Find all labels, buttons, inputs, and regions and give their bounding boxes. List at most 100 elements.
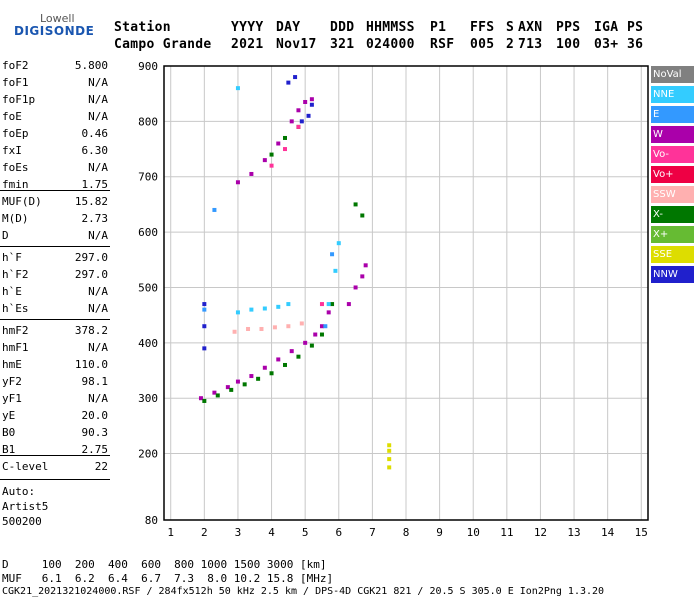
auto-line-1: Artist5 (2, 500, 49, 513)
y-tick-label: 900 (138, 60, 158, 73)
header-value-5: 005 (470, 37, 495, 52)
point-w (360, 274, 365, 279)
y-tick-label: 200 (138, 448, 158, 461)
y-tick-label: 80 (145, 514, 158, 527)
param-hmf1: hmF1 N/A (2, 341, 108, 354)
point-sse (387, 465, 392, 470)
x-tick-label: 8 (403, 526, 410, 539)
header-value-10: 36 (627, 37, 644, 52)
point-w (235, 379, 240, 384)
logo-lowell: Lowell (40, 12, 75, 25)
point-ssw (259, 326, 264, 331)
point-w (276, 357, 281, 362)
param-hme: hmE 110.0 (2, 358, 108, 371)
param-fof1: foF1 N/A (2, 76, 108, 89)
point-x (353, 202, 358, 207)
param-hmf2: hmF2 378.2 (2, 324, 108, 337)
header-label-5: P1 (430, 20, 447, 35)
x-tick-label: 12 (534, 526, 547, 539)
x-tick-label: 3 (235, 526, 242, 539)
point-nne (286, 302, 291, 307)
ionogram-chart: 1 2 3 4 5 6 7 8 9 10 11 12 13 14 158020030040050060070… (138, 60, 649, 539)
point-ssw (299, 321, 304, 326)
point-w (353, 285, 358, 290)
point-nnw (293, 75, 298, 80)
point-nne (235, 310, 240, 315)
header-value-9: 03+ (594, 37, 619, 52)
point-nne (276, 304, 281, 309)
point-ssw (272, 325, 277, 330)
legend-item-vo: Vo- (651, 146, 694, 163)
point-sse (387, 457, 392, 462)
legend-item-nne: NNE (651, 86, 694, 103)
point-e (202, 307, 207, 312)
logo-digisonde: DIGISONDE (14, 24, 95, 38)
point-nne (333, 268, 338, 273)
param-clevel: C-level 22 (2, 460, 108, 473)
y-tick-label: 300 (138, 392, 158, 405)
param-fxi: fxI 6.30 (2, 144, 108, 157)
param-md: M(D) 2.73 (2, 212, 108, 225)
point-w (249, 374, 254, 379)
x-tick-label: 4 (268, 526, 275, 539)
param-fof2: foF2 5.800 (2, 59, 108, 72)
divider (0, 190, 110, 191)
point-w (289, 349, 294, 354)
point-x (256, 376, 261, 381)
legend-item-e: E (651, 106, 694, 123)
param-foe: foE N/A (2, 110, 108, 123)
point-w (212, 390, 217, 395)
legend-item-vo: Vo+ (651, 166, 694, 183)
x-tick-label: 5 (302, 526, 309, 539)
point-nnw (202, 346, 207, 351)
header-label-8: AXN (518, 20, 543, 35)
point-nne (249, 307, 254, 312)
header-value-0: 2021 (231, 37, 264, 52)
x-tick-label: 7 (369, 526, 376, 539)
x-tick-label: 13 (567, 526, 580, 539)
point-nnw (202, 302, 207, 307)
point-ssw (286, 324, 291, 329)
y-tick-label: 700 (138, 171, 158, 184)
point-vo (319, 302, 324, 307)
x-tick-label: 9 (436, 526, 443, 539)
point-ssw (246, 326, 251, 331)
point-x (330, 302, 335, 307)
param-fof1p: foF1p N/A (2, 93, 108, 106)
legend-item-sse: SSE (651, 246, 694, 263)
point-vo (283, 147, 287, 152)
param-yf2: yF2 98.1 (2, 375, 108, 388)
point-w (309, 97, 314, 102)
param-hes: h`Es N/A (2, 302, 108, 315)
header-value-8: 100 (556, 37, 581, 52)
point-x (269, 371, 274, 376)
param-ye: yE 20.0 (2, 409, 108, 422)
header-value-6: 2 (506, 37, 515, 52)
point-e (212, 207, 217, 212)
x-tick-label: 10 (467, 526, 480, 539)
point-sse (387, 443, 392, 448)
y-tick-label: 800 (138, 115, 158, 128)
param-b1: B1 2.75 (2, 443, 108, 456)
x-tick-label: 14 (601, 526, 615, 539)
point-nnw (306, 113, 311, 118)
point-x (229, 387, 234, 392)
legend-item-nnw: NNW (651, 266, 694, 283)
point-w (198, 396, 203, 401)
point-nnw (286, 80, 291, 85)
point-w (296, 108, 301, 113)
header-value-4: RSF (430, 37, 455, 52)
point-w (313, 332, 318, 337)
point-w (235, 180, 240, 185)
header-value-0: Campo Grande (114, 37, 212, 52)
legend-item-w: W (651, 126, 694, 143)
point-x (242, 382, 247, 387)
point-nne (336, 241, 341, 246)
y-tick-label: 400 (138, 337, 158, 350)
x-tick-label: 2 (201, 526, 208, 539)
footer-muf-row: MUF 6.1 6.2 6.4 6.7 7.3 8.0 10.2 15.8 [M… (2, 572, 334, 585)
x-tick-label: 1 (167, 526, 174, 539)
header-value-7: 713 (518, 37, 543, 52)
point-nnw (299, 119, 304, 124)
point-x (296, 354, 301, 359)
